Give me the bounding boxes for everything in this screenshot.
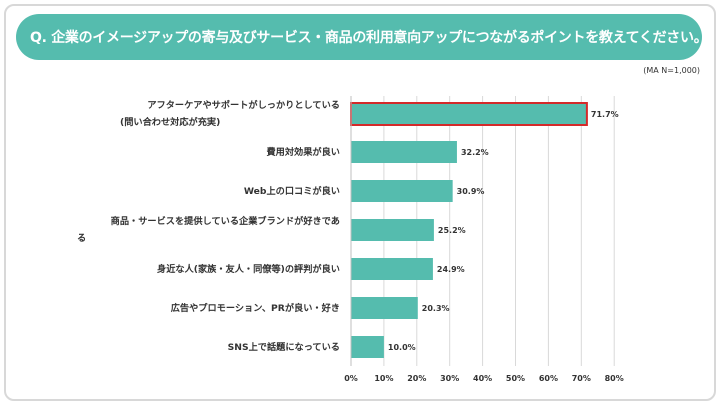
x-tick-label: 40% [473, 374, 492, 383]
bar [351, 141, 457, 163]
category-label: SNS上で話題になっている [228, 341, 340, 353]
question-title: Q. 企業のイメージアップの寄与及びサービス・商品の利用意向アップにつながるポイ… [30, 30, 708, 46]
bar [351, 297, 418, 319]
bar [351, 336, 384, 358]
question-banner: Q. 企業のイメージアップの寄与及びサービス・商品の利用意向アップにつながるポイ… [16, 14, 708, 60]
bar [351, 219, 434, 241]
category-label: 広告やプロモーション、PRが良い・好き [171, 302, 340, 314]
x-tick-label: 10% [374, 374, 393, 383]
x-tick-label: 60% [539, 374, 558, 383]
x-tick-label: 0% [344, 374, 358, 383]
bar [351, 180, 453, 202]
category-label: 商品・サービスを提供している企業ブランドが好きであ [111, 215, 340, 227]
x-tick-label: 50% [506, 374, 525, 383]
value-label: 25.2% [438, 226, 466, 235]
value-label: 71.7% [591, 110, 619, 119]
chart-frame [4, 4, 716, 401]
bar [351, 258, 433, 280]
value-label: 10.0% [388, 343, 416, 352]
value-label: 24.9% [437, 265, 465, 274]
category-label: アフターケアやサポートがしっかりとしている [147, 99, 340, 111]
category-label: (問い合わせ対応が充実) [120, 116, 220, 128]
value-label: 32.2% [461, 148, 489, 157]
sample-note: (MA N=1,000) [643, 66, 700, 75]
x-tick-label: 20% [407, 374, 426, 383]
bar-highlighted [350, 102, 588, 126]
category-label: 身近な人(家族・友人・同僚等)の評判が良い [157, 263, 340, 275]
x-tick-label: 30% [440, 374, 459, 383]
category-label: Web上の口コミが良い [244, 185, 340, 197]
x-tick-label: 80% [605, 374, 624, 383]
category-label: る [77, 233, 86, 244]
x-tick-label: 70% [572, 374, 591, 383]
value-label: 30.9% [457, 187, 485, 196]
value-label: 20.3% [422, 304, 450, 313]
category-label: 費用対効果が良い [267, 146, 341, 158]
